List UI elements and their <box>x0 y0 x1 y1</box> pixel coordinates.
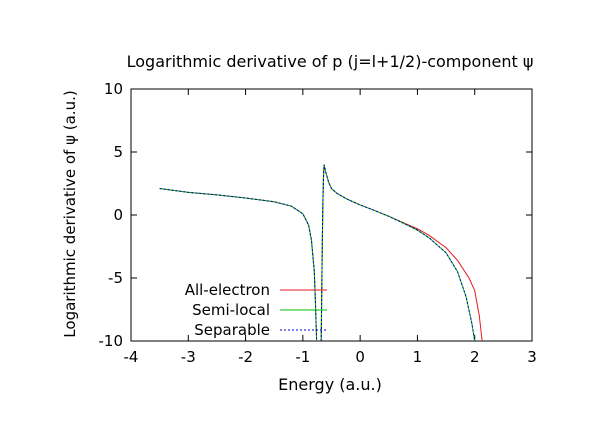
legend-label: Separable <box>194 321 270 339</box>
y-axis-label: Logarithmic derivative of ψ (a.u.) <box>61 90 79 337</box>
y-tick-label: -10 <box>99 332 124 350</box>
x-tick-label: -2 <box>238 348 253 366</box>
chart-title: Logarithmic derivative of p (j=l+1/2)-co… <box>127 52 534 71</box>
legend-label: All-electron <box>185 281 270 299</box>
series-line-all-electron <box>320 164 483 342</box>
x-tick-label: 3 <box>527 348 537 366</box>
series-line-separable <box>159 188 318 342</box>
series-line-semi-local <box>320 164 476 342</box>
x-tick-label: 0 <box>355 348 365 366</box>
y-tick-label: 0 <box>113 206 123 224</box>
x-tick-label: -4 <box>124 348 139 366</box>
y-tick-label: -5 <box>108 269 123 287</box>
x-axis-label: Energy (a.u.) <box>278 375 382 394</box>
legend: All-electron Semi-local Separable <box>185 281 327 339</box>
x-tick-label: 1 <box>413 348 423 366</box>
x-tick-label: 2 <box>470 348 480 366</box>
y-tick-label: 5 <box>113 143 123 161</box>
plot-area <box>159 164 483 342</box>
y-tick-label: 10 <box>104 80 123 98</box>
series-line-separable <box>320 164 476 342</box>
x-tick-label: -3 <box>181 348 196 366</box>
x-tick-label: -1 <box>295 348 310 366</box>
legend-label: Semi-local <box>192 301 270 319</box>
